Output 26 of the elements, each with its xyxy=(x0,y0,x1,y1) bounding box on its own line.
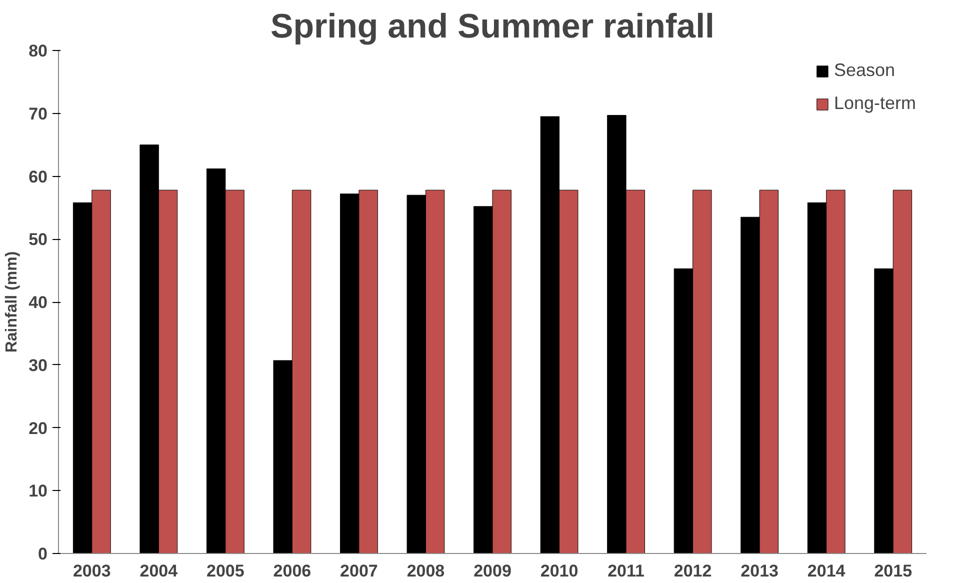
legend-label: Long-term xyxy=(834,93,916,114)
y-tick-label: 70 xyxy=(28,104,48,124)
y-tick-label: 80 xyxy=(28,42,48,60)
y-tick-label: 0 xyxy=(38,544,48,564)
x-tick-label: 2003 xyxy=(72,562,111,580)
x-tick-label: 2010 xyxy=(540,562,578,580)
x-tick-label: 2004 xyxy=(140,562,178,580)
y-tick-label: 50 xyxy=(28,230,48,250)
x-tick-label: 2005 xyxy=(206,562,244,580)
x-tick-label: 2007 xyxy=(340,562,378,580)
x-tick-label: 2008 xyxy=(406,562,445,580)
x-tick-label: 2009 xyxy=(474,562,512,580)
chart-title: Spring and Summer rainfall xyxy=(270,8,714,46)
y-tick-label: 40 xyxy=(28,293,48,312)
y-tick-label: 60 xyxy=(28,167,48,186)
y-axis-title: Rainfall (mm) xyxy=(4,251,21,353)
y-tick-label: 10 xyxy=(28,482,48,501)
y-tick-label: 30 xyxy=(28,356,48,375)
x-tick-label: 2006 xyxy=(273,562,312,580)
x-tick-label: 2012 xyxy=(674,562,712,580)
x-tick-label: 2014 xyxy=(807,562,846,580)
legend-label: Season xyxy=(834,60,896,81)
x-tick-label: 2015 xyxy=(874,562,912,580)
y-tick-label: 20 xyxy=(28,418,48,438)
x-tick-label: 2011 xyxy=(608,562,644,580)
x-tick-label: 2013 xyxy=(740,562,778,580)
